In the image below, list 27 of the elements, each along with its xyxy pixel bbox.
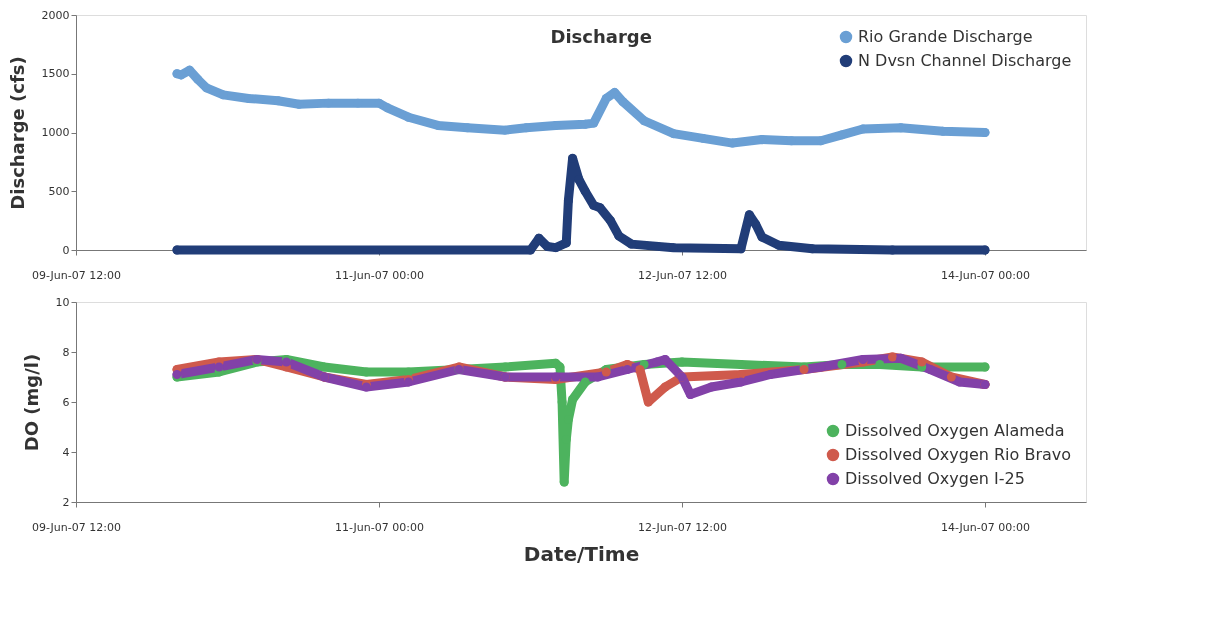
- legend-label: Dissolved Oxygen Alameda: [845, 421, 1065, 440]
- y-tick-label: 1500: [41, 67, 70, 81]
- legend-label: N Dvsn Channel Discharge: [858, 51, 1072, 70]
- x-tick-label: 14-Jun-07 00:00: [941, 520, 1030, 534]
- x-tick-label: 09-Jun-07 12:00: [32, 520, 121, 534]
- y-tick-label: 2: [62, 495, 70, 509]
- legend-label: Rio Grande Discharge: [858, 27, 1033, 46]
- y-tick-label: 1000: [41, 126, 70, 139]
- legend-label: Dissolved Oxygen I-25: [845, 469, 1025, 488]
- x-tick-label: 14-Jun-07 00:00: [941, 268, 1030, 282]
- y-tick-label: 500: [48, 184, 70, 198]
- x-tick-label: 11-Jun-07 00:00: [335, 520, 424, 534]
- legend-label: Dissolved Oxygen Rio Bravo: [845, 445, 1072, 464]
- y-tick-label: 8: [62, 345, 70, 359]
- x-tick-label: 12-Jun-07 12:00: [638, 268, 727, 282]
- y-tick-label: 6: [62, 395, 70, 409]
- x-tick-label: 12-Jun-07 12:00: [638, 520, 727, 534]
- text: Discharge: [550, 26, 652, 47]
- y-axis-title: Discharge (cfs): [6, 56, 28, 210]
- y-tick-label: 2000: [41, 8, 70, 22]
- x-tick-label: 09-Jun-07 12:00: [32, 268, 121, 282]
- y-tick-label: 0: [62, 243, 70, 257]
- y-tick-label: 4: [62, 445, 70, 459]
- y-tick-label: 10: [55, 295, 70, 309]
- x-axis-title: Date/Time: [523, 541, 640, 566]
- x-tick-label: 11-Jun-07 00:00: [335, 268, 424, 282]
- y-axis-title: DO (mg/l): [20, 353, 42, 452]
